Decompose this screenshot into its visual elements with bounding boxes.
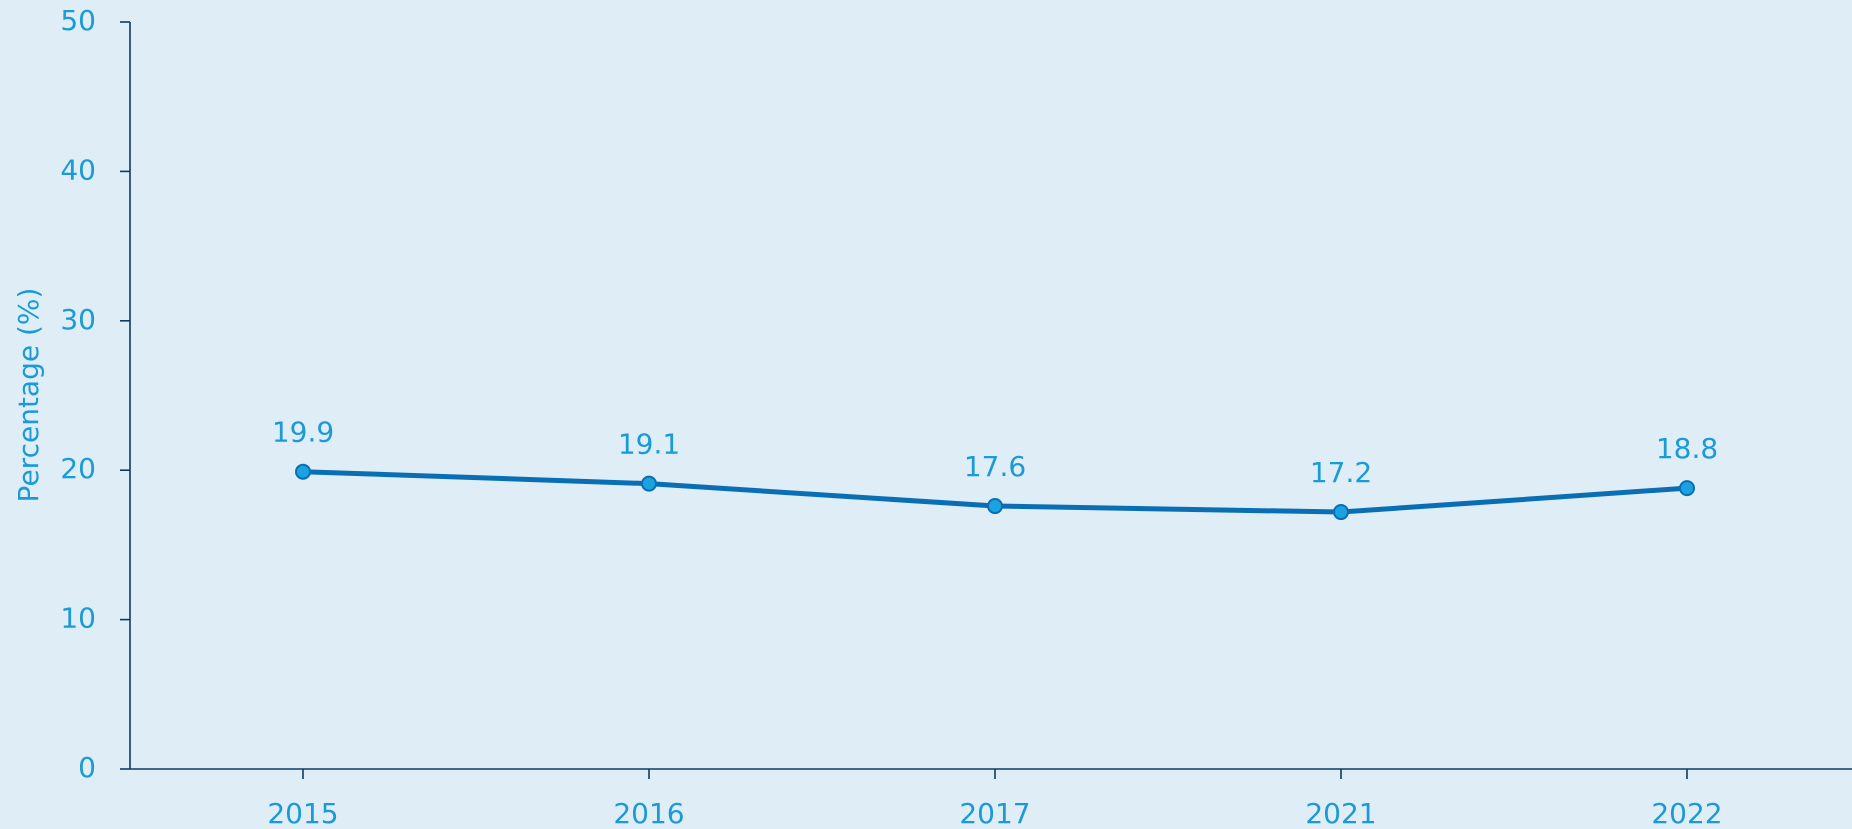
marker xyxy=(1679,480,1695,497)
marker xyxy=(1333,504,1349,521)
data-label: 17.2 xyxy=(1310,456,1372,489)
y-tick-label: 30 xyxy=(60,303,96,336)
y-tick-label: 40 xyxy=(60,153,96,186)
marker xyxy=(295,463,311,480)
y-tick-label: 50 xyxy=(60,4,96,37)
y-tick-label: 20 xyxy=(60,452,96,485)
x-tick-label: 2021 xyxy=(1305,797,1376,829)
data-label: 18.8 xyxy=(1656,432,1718,465)
x-tick-label: 2022 xyxy=(1651,797,1722,829)
marker xyxy=(987,498,1003,515)
data-label: 19.1 xyxy=(618,428,680,461)
y-tick-label: 0 xyxy=(78,751,96,784)
data-label: 17.6 xyxy=(964,450,1026,483)
marker xyxy=(641,475,657,492)
data-label: 19.9 xyxy=(272,416,334,449)
x-tick-label: 2017 xyxy=(959,797,1030,829)
y-tick-label: 10 xyxy=(60,602,96,635)
x-tick-label: 2015 xyxy=(267,797,338,829)
x-tick-label: 2016 xyxy=(613,797,684,829)
y-axis-title: Percentage (%) xyxy=(12,288,45,503)
